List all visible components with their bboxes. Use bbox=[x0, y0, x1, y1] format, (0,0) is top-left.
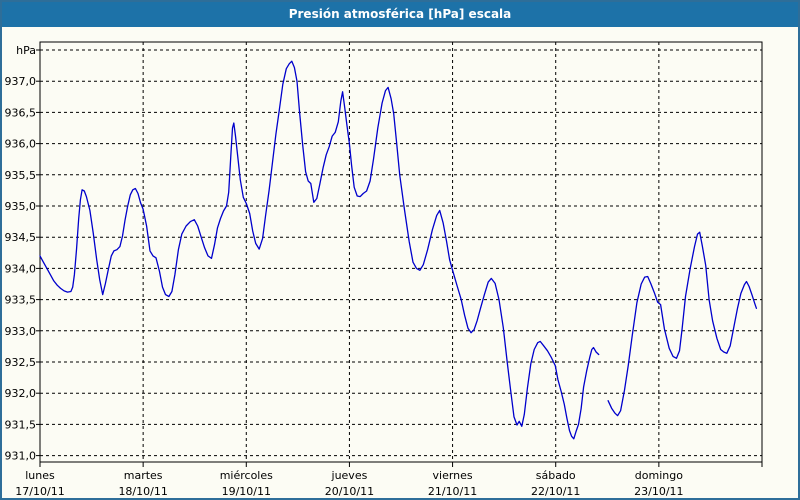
x-axis-date-label: 18/10/11 bbox=[118, 485, 167, 498]
x-axis-day-label: lunes bbox=[25, 469, 55, 482]
title-bar: Presión atmosférica [hPa] escala bbox=[2, 2, 798, 27]
x-axis-day-label: jueves bbox=[331, 469, 368, 482]
chart-area: hPa 937,0 936,5 936,0 935,5 935,0 934,5 934,0 93… bbox=[2, 27, 798, 498]
y-axis-label: 933,0 bbox=[5, 325, 37, 338]
plot-border bbox=[39, 41, 763, 463]
y-axis-label: 932,5 bbox=[5, 356, 37, 369]
y-axis-label: 935,0 bbox=[5, 200, 37, 213]
y-axis-label: 937,0 bbox=[5, 75, 37, 88]
pressure-line bbox=[607, 231, 758, 417]
x-axis-date-label: 21/10/11 bbox=[428, 485, 477, 498]
y-axis-label: 934,5 bbox=[5, 231, 37, 244]
x-axis-date-label: 20/10/11 bbox=[325, 485, 374, 498]
x-axis-date-label: 23/10/11 bbox=[634, 485, 683, 498]
y-axis-label: 931,0 bbox=[5, 450, 37, 463]
x-axis-day-label: martes bbox=[124, 469, 163, 482]
chart-title: Presión atmosférica [hPa] escala bbox=[288, 7, 512, 21]
x-axis-day-label: viernes bbox=[433, 469, 473, 482]
y-axis-label: 932,0 bbox=[5, 387, 37, 400]
x-axis-date-label: 17/10/11 bbox=[15, 485, 64, 498]
y-axis-label: 935,5 bbox=[5, 169, 37, 182]
x-axis-date-label: 19/10/11 bbox=[222, 485, 271, 498]
pressure-line bbox=[39, 60, 600, 440]
y-axis-label: 936,0 bbox=[5, 138, 37, 151]
x-axis-day-label: domingo bbox=[635, 469, 683, 482]
x-axis-date-label: 22/10/11 bbox=[531, 485, 580, 498]
y-axis-unit-label: hPa bbox=[16, 44, 36, 57]
y-axis-label: 933,5 bbox=[5, 294, 37, 307]
x-axis-day-label: miércoles bbox=[220, 469, 273, 482]
y-axis-label: 934,0 bbox=[5, 262, 37, 275]
x-axis-day-label: sábado bbox=[536, 469, 576, 482]
pressure-chart-svg: hPa 937,0 936,5 936,0 935,5 935,0 934,5 934,0 93… bbox=[5, 41, 763, 498]
y-axis-label: 931,5 bbox=[5, 418, 37, 431]
y-axis-label: 936,5 bbox=[5, 106, 37, 119]
